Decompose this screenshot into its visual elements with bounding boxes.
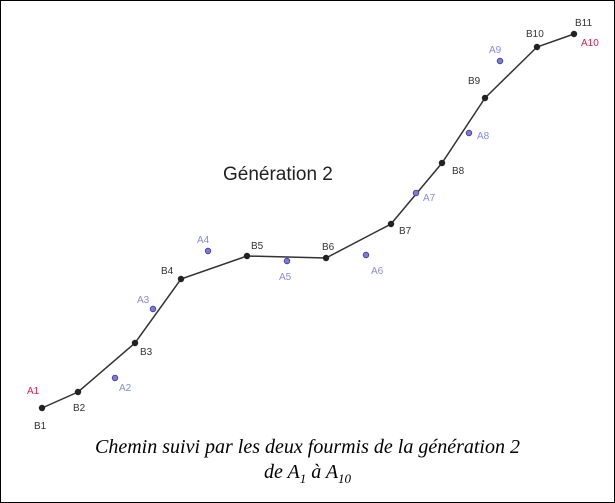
- caption-text: à: [311, 461, 322, 483]
- a-point: [149, 305, 157, 313]
- b-point: [570, 30, 578, 38]
- a-label: A3: [137, 295, 150, 306]
- b-label: B4: [161, 266, 174, 277]
- caption-line: de A1 à A10: [1, 460, 614, 491]
- b-point: [533, 43, 541, 51]
- figure: Génération 2 B1 B2 B3 B4 B5 B6 B7 B8 B9 B10 B11 A1 A…: [27, 18, 599, 432]
- b-point: [387, 220, 395, 228]
- caption-text: A: [325, 461, 339, 483]
- b-label: B5: [251, 241, 264, 252]
- a-point: [362, 251, 370, 259]
- caption-line: Chemin suivi par les deux fourmis de la …: [95, 436, 520, 458]
- a-label: A8: [477, 131, 490, 142]
- figure-title: Génération 2: [223, 164, 333, 185]
- b-label: B7: [399, 226, 412, 237]
- a-label: A7: [423, 193, 436, 204]
- a-point: [465, 129, 473, 137]
- b-point: [74, 388, 82, 396]
- a-point: [204, 247, 212, 255]
- b-label: B6: [322, 242, 335, 253]
- b-point: [177, 275, 185, 283]
- b-point: [438, 159, 446, 167]
- a-point: [496, 57, 504, 65]
- b-label: B8: [452, 166, 465, 177]
- a-label: A9: [489, 45, 502, 56]
- caption-sub: 1: [299, 471, 307, 486]
- a-point: [283, 257, 291, 265]
- b-label: B2: [73, 403, 86, 414]
- a-label: A4: [197, 235, 210, 246]
- b-label: B1: [34, 421, 47, 431]
- a-label: A5: [279, 272, 292, 283]
- b-label: B9: [468, 76, 481, 87]
- a-label: A6: [371, 266, 384, 277]
- path-line: [41, 33, 575, 409]
- b-point: [322, 254, 330, 262]
- a-point: [412, 189, 420, 197]
- b-point: [243, 252, 251, 260]
- caption-sub: 10: [338, 471, 352, 486]
- b-label: B3: [140, 347, 153, 358]
- a-label: A2: [119, 383, 132, 394]
- b-label: B10: [526, 29, 544, 40]
- b-label: B11: [575, 18, 592, 29]
- a-label: A10: [581, 38, 599, 49]
- a-label: A1: [27, 386, 40, 397]
- caption-text: A: [287, 461, 300, 483]
- b-point: [481, 94, 489, 102]
- b-point: [38, 404, 46, 412]
- caption: Chemin suivi par les deux fourmis de la …: [1, 435, 614, 491]
- b-point: [131, 339, 139, 347]
- caption-text: de: [263, 461, 283, 483]
- a-point: [111, 374, 119, 382]
